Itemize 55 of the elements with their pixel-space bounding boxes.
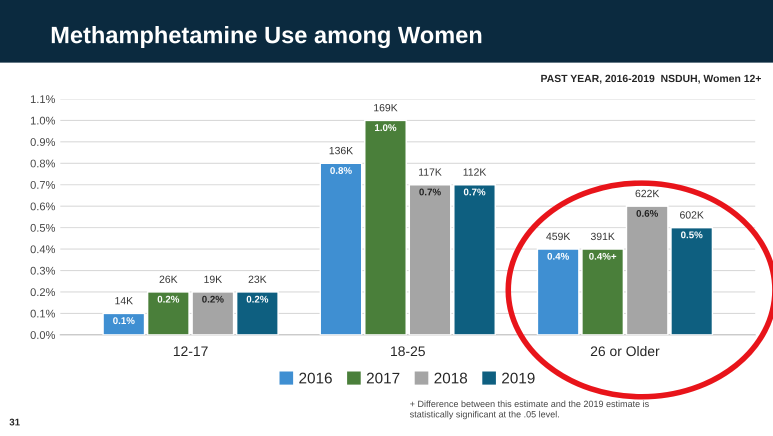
data-label: 0.4% (547, 252, 569, 260)
legend-label: 2017 (366, 372, 400, 384)
text: 31 (10, 418, 20, 426)
y-tick-label: 0.8% (30, 160, 56, 168)
legend-label: 2016 (299, 372, 332, 384)
data-label: 0.7% (419, 188, 441, 196)
annotation: 622K (636, 190, 660, 198)
data-label: 0.4%+ (589, 252, 616, 260)
chart-subtitle: PAST YEAR, 2016-2019 NSDUH, Women 12+ (541, 74, 761, 84)
bar (670, 226, 714, 335)
y-tick-label: 1.0% (30, 116, 56, 125)
data-label: 0.7% (464, 188, 486, 196)
bar (191, 291, 234, 335)
y-tick-label: 0.3% (30, 266, 56, 275)
y-tick-label: 1.1% (30, 95, 56, 104)
x-tick-label: 26 or Older (590, 346, 660, 356)
text: + Difference between this estimate and the 2019 estimate is statistically significant at the .05 level. (410, 400, 649, 420)
y-tick-label: 0.4% (30, 245, 56, 254)
data-label: 0.1% (113, 317, 135, 324)
data-label: 0.2% (246, 296, 268, 303)
annotation: 391K (590, 232, 615, 240)
y-tick-label: 0.5% (30, 224, 56, 232)
data-label: 1.0% (375, 124, 396, 132)
y-tick-label: 0.0% (30, 331, 56, 339)
y-tick-label: 0.1% (30, 310, 56, 318)
annotation: 459K (546, 232, 570, 240)
chart-title: Methamphetamine Use among Women (52, 26, 482, 48)
data-label: 0.5% (681, 231, 703, 238)
bar (102, 312, 146, 335)
annotation: 26K (160, 276, 178, 283)
data-label: 0.6% (636, 210, 658, 217)
legend-label: 2019 (502, 372, 535, 384)
annotation: 169K (374, 104, 398, 112)
annotation: 112K (464, 168, 486, 176)
x-tick-label: 12-17 (174, 346, 208, 356)
legend-label: 2018 (434, 372, 468, 384)
data-label: 0.2% (202, 296, 224, 303)
annotation: 602K (680, 211, 704, 219)
data-label: 0.8% (330, 167, 352, 174)
bar (146, 291, 190, 335)
y-tick-label: 0.7% (30, 181, 56, 189)
x-tick-label: 18-25 (391, 346, 425, 356)
bar (581, 248, 624, 335)
bar (626, 205, 669, 335)
annotation: 14K (115, 297, 133, 304)
annotation: 23K (248, 276, 267, 283)
data-label: 0.2% (158, 296, 180, 303)
y-tick-label: 0.6% (30, 202, 56, 210)
y-tick-label: 0.2% (30, 288, 56, 296)
annotation: 19K (204, 276, 222, 283)
bar (536, 248, 580, 335)
annotation: 117K (419, 168, 442, 176)
annotation: 136K (330, 146, 354, 154)
y-tick-label: 0.9% (30, 138, 56, 146)
bar (236, 291, 279, 335)
